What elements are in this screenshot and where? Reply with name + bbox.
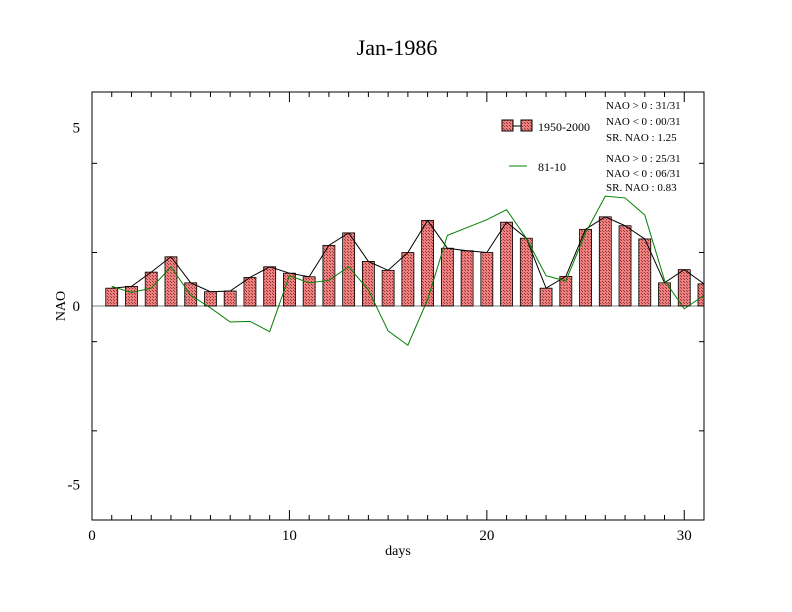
bar-day-5	[184, 282, 198, 307]
plot-frame	[91, 91, 705, 521]
bar-day-30	[677, 269, 691, 307]
x-tick-label-20: 20	[479, 528, 494, 544]
bar-day-10	[283, 272, 296, 307]
bar-day-7	[223, 290, 237, 307]
bar-day-18	[440, 247, 454, 307]
bar-day-6	[204, 291, 217, 307]
legend-stat-1-1: NAO > 0 : 31/31	[606, 100, 681, 112]
bar-day-16	[401, 252, 415, 307]
bar-day-27	[618, 225, 632, 307]
bar-day-4	[164, 256, 178, 307]
bar-day-15	[381, 269, 395, 307]
legend-stat-2-3: SR. NAO : 0.83	[606, 182, 677, 194]
bar-day-12	[322, 244, 336, 307]
x-tick-label-0: 0	[88, 528, 96, 544]
line-series-1950-2000	[111, 216, 704, 293]
legend: 1950-2000 NAO > 0 : 31/31 NAO < 0 : 00/3…	[501, 100, 681, 194]
y-tick-label--5: -5	[68, 477, 81, 493]
y-tick-label-0: 0	[73, 299, 81, 315]
legend-swatch-bar-left	[501, 119, 514, 132]
bar-day-19	[460, 250, 474, 307]
bar-day-20	[480, 252, 494, 307]
y-axis-label: NAO	[54, 291, 69, 321]
legend-stat-2-1: NAO > 0 : 25/31	[606, 153, 681, 165]
bar-day-31	[697, 283, 704, 307]
legend-stat-2-2: NAO < 0 : 06/31	[606, 168, 681, 180]
line-series-group	[92, 195, 704, 347]
x-tick-label-10: 10	[282, 528, 297, 544]
bar-series-1950-2000	[105, 216, 704, 307]
line-series-81-10	[111, 195, 704, 347]
legend-stat-1-2: NAO < 0 : 00/31	[606, 116, 681, 128]
chart-title: Jan-1986	[357, 35, 438, 60]
bar-day-21	[500, 221, 513, 307]
axis-ticks: 0 10 20 30 -5 0 5	[68, 92, 705, 544]
bar-day-9	[263, 266, 277, 307]
x-tick-label-30: 30	[677, 528, 692, 544]
bar-day-8	[243, 277, 257, 307]
bar-day-1	[105, 287, 119, 307]
bar-day-26	[598, 216, 612, 307]
legend-label-1950-2000: 1950-2000	[538, 120, 590, 134]
x-axis-label: days	[385, 544, 411, 559]
legend-stat-1-3: SR. NAO : 1.25	[606, 132, 677, 144]
bar-day-2	[125, 285, 138, 307]
legend-label-81-10: 81-10	[538, 160, 566, 174]
legend-swatch-bar-right	[520, 119, 533, 132]
y-tick-label-5: 5	[73, 121, 81, 137]
bar-day-17	[421, 219, 435, 307]
bar-day-23	[539, 287, 553, 307]
bar-day-25	[579, 228, 592, 307]
